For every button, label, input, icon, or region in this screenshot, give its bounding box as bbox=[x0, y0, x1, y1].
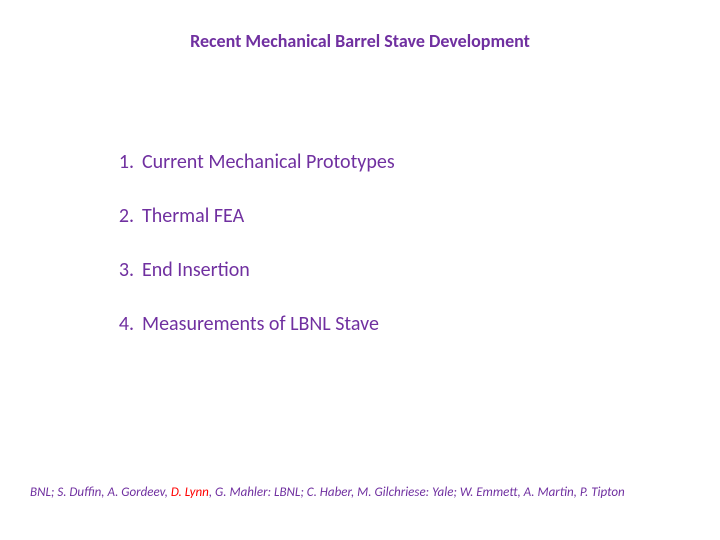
list-item: 1. Current Mechanical Prototypes bbox=[110, 150, 395, 174]
list-item: 3. End Insertion bbox=[110, 258, 395, 282]
list-label: Measurements of LBNL Stave bbox=[142, 312, 379, 336]
footer-segment: , G. Mahler: LBNL; C. Haber, M. Gilchrie… bbox=[209, 485, 625, 500]
list-item: 4. Measurements of LBNL Stave bbox=[110, 312, 395, 336]
list-label: End Insertion bbox=[142, 258, 250, 282]
outline-list: 1. Current Mechanical Prototypes 2. Therma… bbox=[110, 150, 395, 366]
list-number: 2. bbox=[110, 204, 134, 228]
list-label: Thermal FEA bbox=[142, 204, 244, 228]
list-number: 3. bbox=[110, 258, 134, 282]
author-footer: BNL; S. Duffin, A. Gordeev, D. Lynn, G. … bbox=[30, 485, 690, 502]
slide-title: Recent Mechanical Barrel Stave Developme… bbox=[0, 30, 720, 52]
list-item: 2. Thermal FEA bbox=[110, 204, 395, 228]
list-number: 1. bbox=[110, 150, 134, 174]
list-label: Current Mechanical Prototypes bbox=[142, 150, 395, 174]
footer-segment-highlight: D. Lynn bbox=[171, 485, 209, 500]
footer-segment: BNL; S. Duffin, A. Gordeev, bbox=[30, 485, 171, 500]
list-number: 4. bbox=[110, 312, 134, 336]
